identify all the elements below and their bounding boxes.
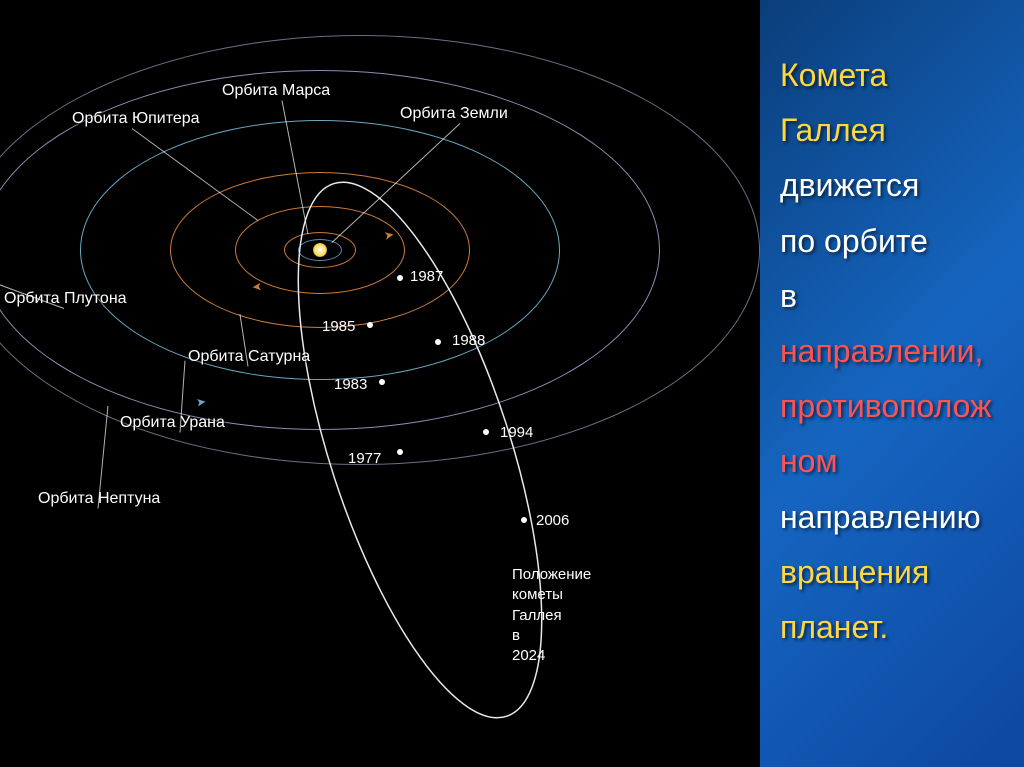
comet-point-2006 <box>521 517 527 523</box>
panel-word-4: в <box>780 271 1004 322</box>
panel-word-3: по орбите <box>780 216 1004 267</box>
description-panel: КометаГаллеядвижетсяпо орбитевнаправлени… <box>760 0 1024 767</box>
year-label-2006: 2006 <box>536 512 569 529</box>
orbit-label-mars: Орбита Марса <box>222 82 330 100</box>
year-label-1988: 1988 <box>452 332 485 349</box>
year-label-1985: 1985 <box>322 318 355 335</box>
panel-word-9: вращения <box>780 547 1004 598</box>
panel-word-0: Комета <box>780 50 1004 101</box>
orbit-label-earth: Орбита Земли <box>400 105 508 123</box>
year-label-1987: 1987 <box>410 268 443 285</box>
year-label-1977: 1977 <box>348 450 381 467</box>
comet-point-1994 <box>483 429 489 435</box>
leader-jupiter <box>132 128 259 221</box>
comet-point-1983 <box>379 379 385 385</box>
comet-point-1985 <box>367 322 373 328</box>
leader-mars <box>282 100 309 234</box>
year-label-1983: 1983 <box>334 376 367 393</box>
panel-word-6: противополож <box>780 381 1004 432</box>
panel-word-10: планет. <box>780 602 1004 653</box>
leader-earth <box>332 123 461 243</box>
orbit-label-jupiter: Орбита Юпитера <box>72 110 200 128</box>
orbit-diagram: 1987 1985 1988 1983 1994 1977 2006 Орбита Земл… <box>0 0 760 767</box>
comet-position-caption: ПоложениекометыГаллеяв2024 <box>512 565 591 666</box>
comet-point-1988 <box>435 339 441 345</box>
direction-arrow-0: ➤ <box>251 280 262 295</box>
direction-arrow-1: ➤ <box>383 227 395 243</box>
panel-word-7: ном <box>780 436 1004 487</box>
comet-point-1977 <box>397 449 403 455</box>
panel-word-5: направлении, <box>780 326 1004 377</box>
orbit-label-uranus: Орбита Урана <box>120 414 225 432</box>
panel-word-8: направлению <box>780 492 1004 543</box>
comet-point-1987 <box>397 275 403 281</box>
direction-arrow-2: ➤ <box>195 394 207 409</box>
panel-word-1: Галлея <box>780 105 1004 156</box>
sun-marker <box>313 243 327 257</box>
year-label-1994: 1994 <box>500 424 533 441</box>
panel-word-2: движется <box>780 160 1004 211</box>
orbit-pluto <box>0 35 760 465</box>
orbit-label-saturn: Орбита Сатурна <box>188 348 310 366</box>
